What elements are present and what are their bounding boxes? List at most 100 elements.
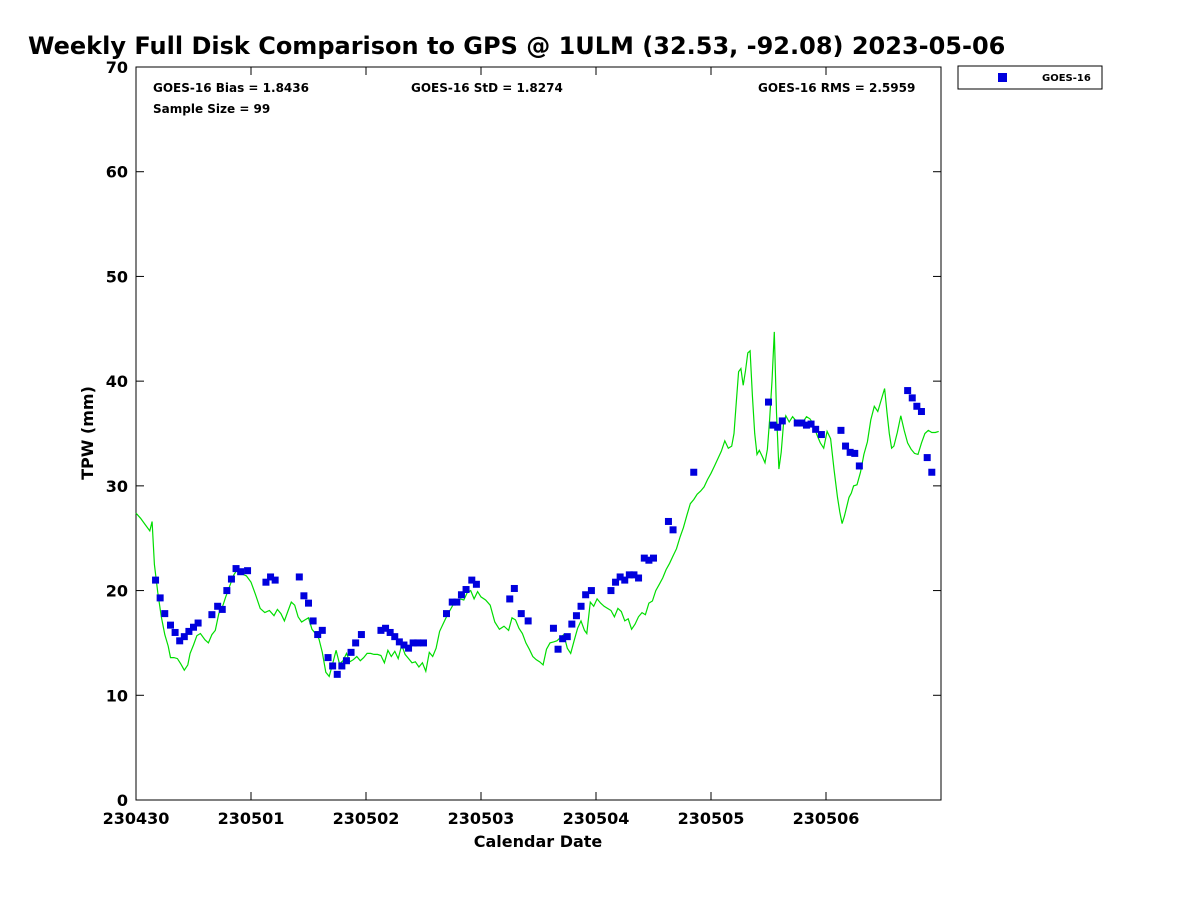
plot-area	[135, 66, 942, 801]
data-point	[377, 626, 385, 634]
data-point	[510, 584, 518, 592]
data-point	[913, 402, 921, 410]
data-point	[352, 639, 360, 647]
data-point	[185, 627, 193, 635]
data-point	[329, 662, 337, 670]
data-point	[577, 602, 585, 610]
data-point	[237, 568, 245, 576]
data-point	[572, 612, 580, 620]
data-point	[582, 591, 590, 599]
data-point	[559, 635, 567, 643]
data-point	[190, 623, 197, 631]
data-point	[798, 419, 806, 427]
data-point	[837, 426, 845, 434]
std-stat: GOES-16 StD = 1.8274	[411, 81, 563, 95]
data-point	[218, 605, 226, 613]
y-tick-label: 60	[106, 163, 128, 182]
data-point	[690, 468, 698, 476]
data-point	[472, 580, 480, 588]
data-point	[462, 586, 470, 594]
data-point	[176, 637, 184, 645]
data-point	[517, 610, 525, 618]
legend-box	[957, 65, 1103, 90]
data-point	[244, 567, 252, 575]
x-axis: 230430 230501 230502 230503 230504 230505 2305…	[103, 67, 860, 828]
data-point	[778, 417, 786, 425]
data-point	[305, 599, 312, 607]
data-point	[842, 442, 850, 450]
x-tick-label: 230505	[678, 809, 745, 828]
data-point	[817, 431, 825, 439]
x-tick-label: 230506	[793, 809, 860, 828]
sample-size-stat: Sample Size = 99	[153, 102, 270, 116]
y-tick-label: 0	[117, 791, 128, 810]
data-point	[793, 419, 801, 427]
data-point	[357, 631, 365, 639]
data-point	[347, 648, 355, 656]
x-axis-label: Calendar Date	[474, 832, 603, 851]
data-point	[227, 575, 235, 583]
data-point	[400, 641, 408, 649]
data-point	[171, 628, 179, 636]
data-point	[309, 617, 317, 625]
data-point	[923, 454, 931, 462]
data-point	[563, 633, 571, 641]
chart-title: Weekly Full Disk Comparison to GPS @ 1UL…	[28, 32, 1005, 60]
data-point	[443, 610, 450, 618]
data-point	[621, 576, 629, 584]
x-tick-label: 230501	[218, 809, 285, 828]
data-point	[194, 619, 202, 627]
data-point	[333, 670, 341, 678]
data-point	[152, 576, 160, 584]
gps-line-path	[135, 331, 939, 678]
y-axis-label: TPW (mm)	[78, 386, 97, 480]
data-point	[664, 517, 672, 525]
data-point	[271, 576, 279, 584]
y-tick-label: 70	[106, 58, 128, 77]
y-tick-label: 50	[106, 267, 128, 286]
data-point	[616, 573, 624, 581]
x-tick-label: 230502	[333, 809, 400, 828]
data-point	[382, 624, 390, 632]
data-point	[214, 602, 222, 610]
y-tick-label: 10	[106, 686, 128, 705]
data-point	[167, 621, 174, 629]
data-point	[554, 645, 562, 653]
data-point	[453, 598, 461, 606]
data-point	[156, 594, 164, 602]
data-point	[395, 638, 403, 646]
data-point	[208, 611, 216, 619]
y-tick-label: 30	[106, 477, 128, 496]
legend: GOES-16	[957, 65, 1103, 90]
data-point	[846, 448, 854, 456]
data-point	[414, 639, 422, 647]
legend-label: GOES-16	[1042, 73, 1091, 84]
x-tick-label: 230503	[448, 809, 515, 828]
data-point	[917, 408, 925, 416]
gps-line-series	[135, 331, 939, 678]
data-point	[630, 571, 638, 579]
data-point	[802, 421, 810, 429]
data-point	[386, 628, 394, 636]
data-point	[161, 610, 169, 618]
data-point	[324, 654, 332, 662]
data-point	[769, 421, 777, 429]
goes-16-points-series	[152, 387, 936, 678]
data-point	[774, 423, 782, 431]
data-point	[612, 578, 620, 586]
data-point	[405, 644, 413, 652]
data-point	[391, 633, 399, 641]
legend-marker	[998, 73, 1007, 82]
x-tick-label: 230504	[563, 809, 630, 828]
x-tick-label: 230430	[103, 809, 170, 828]
data-point	[295, 573, 303, 581]
data-point	[318, 626, 326, 634]
y-tick-label: 40	[106, 372, 128, 391]
data-point	[448, 598, 456, 606]
data-point	[342, 657, 350, 665]
data-point	[851, 449, 859, 457]
y-tick-label: 20	[106, 582, 128, 601]
y-axis: 0 10 20 30 40 50 60 70	[106, 58, 941, 810]
data-point	[650, 554, 657, 562]
